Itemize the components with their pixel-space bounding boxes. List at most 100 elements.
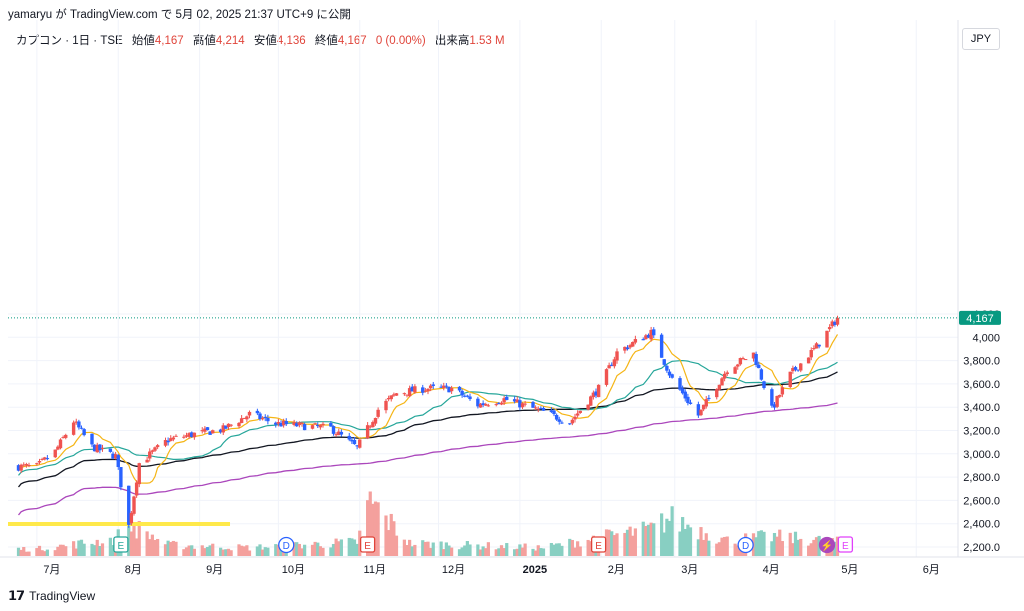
candle-body <box>224 425 228 429</box>
symbol-label[interactable]: カプコン · 1日 · TSE <box>16 35 123 47</box>
volume-bar <box>702 539 706 556</box>
candle-body <box>237 422 241 427</box>
x-tick-label: 9月 <box>206 564 223 576</box>
volume-bar <box>612 535 616 556</box>
candle-body <box>665 365 669 371</box>
volume-bar <box>439 541 443 556</box>
change-value: 0 (0.00%) <box>375 35 426 47</box>
volume-bar <box>686 524 690 556</box>
volume-bar <box>793 531 798 556</box>
candle-body <box>95 444 99 453</box>
candle-body <box>770 389 774 406</box>
price-axis[interactable]: 2,200.0 2,400.0 2,600.0 2,800.0 3,000.0 3,200… <box>963 309 1000 554</box>
candle-body <box>578 410 582 413</box>
moving-averages <box>17 334 839 516</box>
candle-body <box>61 437 65 439</box>
candle-body <box>751 352 756 359</box>
volume-bar <box>552 544 556 556</box>
candle-body <box>439 386 443 388</box>
candle-body <box>604 369 609 385</box>
grid-lines <box>8 20 958 557</box>
volume-bar <box>247 550 252 556</box>
volume-bar <box>82 543 86 556</box>
y-tick-label: 3,400.0 <box>963 402 1000 414</box>
candle-body <box>762 381 766 388</box>
volume-bar <box>631 535 635 556</box>
volume-bar <box>478 549 483 556</box>
candle-body <box>683 391 687 399</box>
candle-body <box>405 394 409 396</box>
currency-button[interactable]: JPY <box>962 28 1000 50</box>
axis-separators <box>0 20 1024 558</box>
price-chart[interactable]: 2,200.0 2,400.0 2,600.0 2,800.0 3,000.0 3,200… <box>0 0 1024 585</box>
candle-body <box>266 417 270 422</box>
volume-bar <box>226 548 231 556</box>
volume-bar <box>723 536 727 556</box>
open-value: 4,167 <box>154 35 184 47</box>
y-tick-label: 3,200.0 <box>963 426 1000 438</box>
candle-body <box>373 417 378 424</box>
volume-bar <box>809 543 813 556</box>
footer-brand: 𝟭𝟳 TradingView <box>8 588 95 604</box>
volume-bar <box>799 538 803 556</box>
volume-bar <box>628 526 632 556</box>
candle-body <box>129 512 134 524</box>
x-tick-label: 10月 <box>282 564 305 576</box>
candle-body <box>392 394 396 396</box>
candle-body <box>229 424 233 426</box>
candle-body <box>484 404 488 406</box>
candle-body <box>79 427 84 429</box>
candle-body <box>239 418 244 424</box>
volume-bar <box>499 545 504 556</box>
candle-body <box>759 369 764 380</box>
event-marker-4 <box>737 536 754 554</box>
candle-body <box>119 467 123 488</box>
volume-bar <box>460 547 464 556</box>
candle-body <box>281 420 286 426</box>
volume-bar <box>132 524 136 556</box>
candle-body <box>757 364 761 369</box>
volume-bar <box>757 531 761 556</box>
volume-bar <box>282 549 286 556</box>
volume-bar <box>368 491 372 556</box>
volume-bar <box>64 546 68 556</box>
volume-bar <box>318 546 322 556</box>
candle-body <box>515 399 519 403</box>
x-tick-label: 11月 <box>364 564 386 576</box>
volume-bar <box>541 548 546 556</box>
candle-body <box>221 425 225 433</box>
candle-body <box>835 317 840 325</box>
volume-bar <box>129 531 133 556</box>
candle-body <box>457 386 462 391</box>
candle-body <box>19 464 23 471</box>
volume-bar <box>402 539 406 556</box>
candle-body <box>830 321 834 327</box>
volume-bar <box>644 525 648 556</box>
volume-bar <box>788 532 792 556</box>
candle-body <box>778 394 782 397</box>
volume-bar <box>589 541 593 556</box>
candle-body <box>413 386 417 393</box>
low-value: 4,136 <box>276 35 306 47</box>
volume-bar <box>392 521 396 556</box>
volume-bar <box>22 547 26 556</box>
candle-body <box>284 421 288 425</box>
volume-bar <box>35 548 39 556</box>
volume-bar <box>274 544 278 556</box>
candle-body <box>741 358 745 360</box>
volume-bar <box>481 546 485 556</box>
candle-body <box>806 357 811 364</box>
time-axis[interactable]: 7月 8月 9月 10月 11月 12月 2025 2月 3月 4月 5月 6月 <box>43 564 940 576</box>
candle-body <box>389 395 393 400</box>
volume-bar <box>74 548 78 556</box>
candle-body <box>633 339 638 343</box>
candle-body <box>809 350 813 358</box>
volume-bar <box>295 542 299 556</box>
candle-body <box>218 429 223 433</box>
volume-bar <box>775 536 779 556</box>
y-tick-label: 2,800.0 <box>963 472 1000 484</box>
volume-bar <box>316 542 320 556</box>
candle-body <box>137 463 141 485</box>
volume-bar <box>560 545 564 556</box>
candle-body <box>421 387 425 393</box>
